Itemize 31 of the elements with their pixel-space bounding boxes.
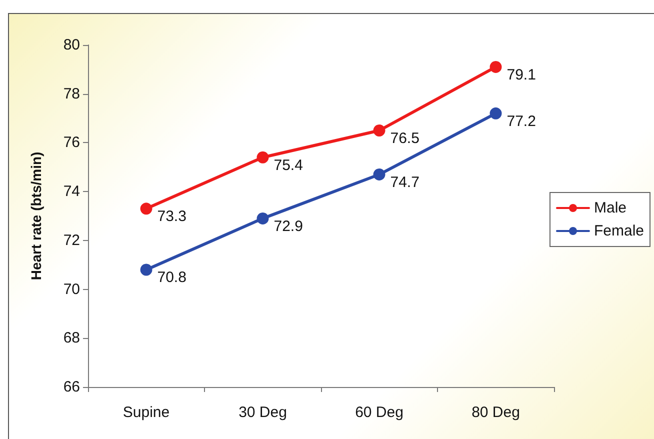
data-label: 77.2 — [506, 112, 536, 130]
y-tick-label: 66 — [63, 378, 80, 396]
y-tick-label: 74 — [63, 183, 80, 200]
y-axis-title: Heart rate (bts/min) — [28, 152, 44, 280]
x-tick-label: Supine — [122, 404, 170, 421]
x-tick-label: 80 Deg — [472, 404, 520, 421]
point — [256, 151, 269, 164]
point — [373, 124, 386, 136]
data-label: 73.3 — [157, 208, 186, 226]
data-label: 70.8 — [157, 269, 186, 286]
data-label: 74.7 — [390, 174, 420, 191]
legend-label: Female — [594, 222, 644, 240]
point — [256, 212, 269, 224]
data-label: 76.5 — [390, 130, 420, 147]
y-tick-label: 78 — [63, 85, 80, 102]
legend-label: Male — [594, 200, 626, 216]
y-tick-label: 70 — [63, 280, 80, 298]
point — [140, 264, 152, 276]
x-tick-label: 60 Deg — [355, 404, 404, 421]
data-label: 79.1 — [506, 66, 536, 84]
y-tick-label: 72 — [63, 232, 80, 249]
x-tick-label: 30 Deg — [238, 404, 287, 421]
y-tick-label: 68 — [63, 330, 80, 347]
point — [140, 202, 152, 215]
point — [490, 107, 502, 120]
point — [373, 168, 386, 180]
y-tick-label: 80 — [63, 36, 80, 54]
data-label: 75.4 — [274, 156, 303, 174]
data-label: 72.9 — [274, 218, 303, 235]
point — [490, 60, 502, 73]
y-tick-label: 76 — [63, 134, 80, 152]
